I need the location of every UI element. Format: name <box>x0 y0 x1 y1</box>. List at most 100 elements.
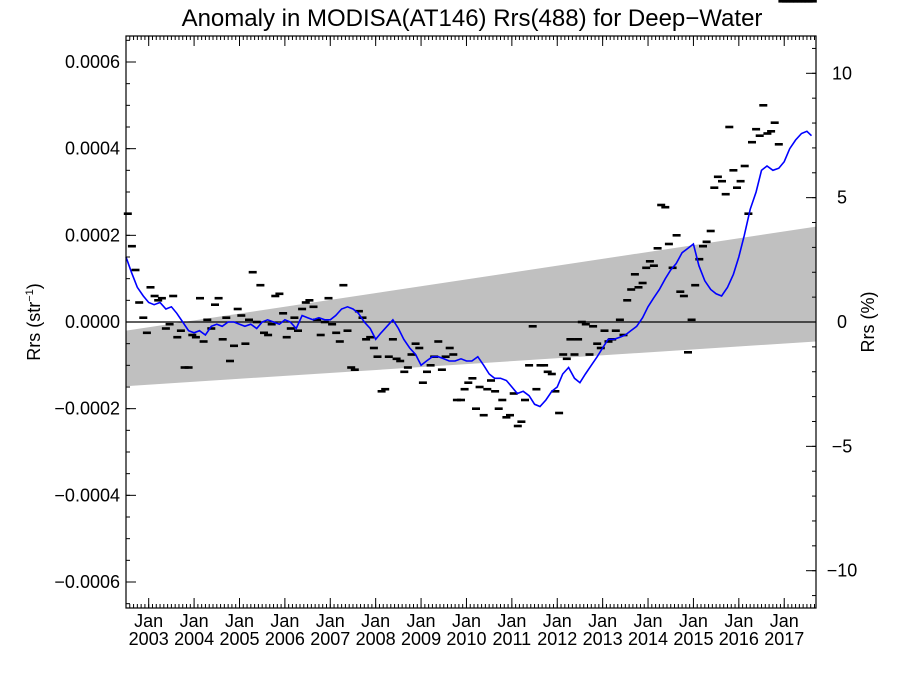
data-point <box>725 125 734 129</box>
data-point <box>157 296 166 300</box>
data-point <box>142 331 151 335</box>
y-left-tick-label: 0.0004 <box>65 139 120 159</box>
data-point <box>475 385 484 389</box>
data-point <box>487 379 495 382</box>
data-point <box>366 335 375 339</box>
data-point <box>623 299 632 302</box>
data-point <box>245 318 253 322</box>
data-point <box>589 325 598 328</box>
data-point <box>604 340 613 343</box>
data-point <box>706 229 715 233</box>
y-right-tick-label: 10 <box>832 63 852 83</box>
x-tick-label-month: Jan <box>452 611 481 631</box>
data-point <box>173 335 182 339</box>
y-right-tick-label: 5 <box>837 188 847 208</box>
data-point <box>267 322 276 326</box>
data-point <box>702 240 711 244</box>
data-point <box>721 192 730 196</box>
data-point <box>154 299 163 302</box>
data-point <box>540 364 549 367</box>
data-point <box>377 390 386 393</box>
data-point <box>657 203 666 207</box>
data-point <box>627 288 636 291</box>
data-point <box>222 316 231 319</box>
y-right-tick-label: −10 <box>827 561 858 581</box>
data-point <box>339 283 348 287</box>
data-point <box>214 296 223 300</box>
data-point <box>449 353 458 356</box>
data-point <box>415 346 424 350</box>
data-point <box>718 179 726 183</box>
data-point <box>699 244 707 248</box>
x-tick-label-year: 2003 <box>129 629 169 649</box>
data-point <box>479 413 488 417</box>
data-point <box>294 329 302 332</box>
data-point <box>423 370 431 374</box>
x-tick-label-year: 2012 <box>537 629 577 649</box>
data-point <box>392 357 401 361</box>
y-axis-left-label-sup: −1 <box>24 289 36 302</box>
data-point <box>559 353 568 356</box>
x-tick-label-month: Jan <box>270 611 299 631</box>
data-point <box>494 407 503 410</box>
data-point <box>748 140 756 144</box>
data-point <box>146 286 155 289</box>
x-tick-label-year: 2006 <box>265 629 305 649</box>
data-point <box>313 318 322 322</box>
data-point <box>630 273 639 276</box>
data-point <box>165 322 174 326</box>
data-point <box>664 242 673 246</box>
x-tick-label-year: 2017 <box>764 629 804 649</box>
data-point <box>676 290 685 293</box>
data-point <box>710 186 719 189</box>
data-point <box>793 0 802 3</box>
data-point <box>502 416 511 419</box>
data-point <box>324 296 333 300</box>
data-point <box>752 127 761 131</box>
x-tick-label-year: 2013 <box>583 629 623 649</box>
data-point <box>782 0 790 3</box>
data-point <box>460 387 469 391</box>
y-left-tick-label: 0.0000 <box>65 312 120 332</box>
data-point <box>384 355 393 358</box>
data-point <box>521 398 529 402</box>
x-tick-label-year: 2015 <box>673 629 713 649</box>
data-point <box>191 335 200 339</box>
data-point <box>679 294 688 298</box>
x-tick-label-year: 2009 <box>401 629 441 649</box>
data-point <box>562 357 571 361</box>
data-point <box>411 342 420 345</box>
data-point <box>233 307 242 311</box>
data-point <box>506 413 514 417</box>
data-point <box>452 398 461 402</box>
data-point <box>135 301 144 304</box>
data-point <box>188 333 197 337</box>
y-left-tick-label: 0.0002 <box>65 225 120 245</box>
smoothed-series-line <box>125 130 813 408</box>
x-tick-label-month: Jan <box>724 611 753 631</box>
x-tick-label-month: Jan <box>361 611 390 631</box>
data-point <box>230 344 238 348</box>
data-point <box>441 355 450 358</box>
data-point <box>525 364 534 367</box>
data-point <box>328 322 337 326</box>
data-point <box>653 247 662 250</box>
data-point <box>759 104 768 107</box>
y-right-tick-label: 0 <box>837 312 847 332</box>
data-point <box>733 186 741 189</box>
data-point <box>695 257 704 261</box>
data-point <box>316 333 325 337</box>
x-tick-label-month: Jan <box>225 611 254 631</box>
data-point <box>196 296 204 300</box>
x-tick-label-year: 2004 <box>174 629 214 649</box>
x-tick-label-month: Jan <box>770 611 799 631</box>
data-point <box>770 121 779 124</box>
x-tick-label-month: Jan <box>497 611 526 631</box>
data-point <box>464 381 473 384</box>
x-tick-label-month: Jan <box>180 611 209 631</box>
data-point <box>729 169 738 172</box>
data-point <box>593 342 602 345</box>
x-tick-label-year: 2016 <box>719 629 759 649</box>
data-point <box>169 294 178 298</box>
